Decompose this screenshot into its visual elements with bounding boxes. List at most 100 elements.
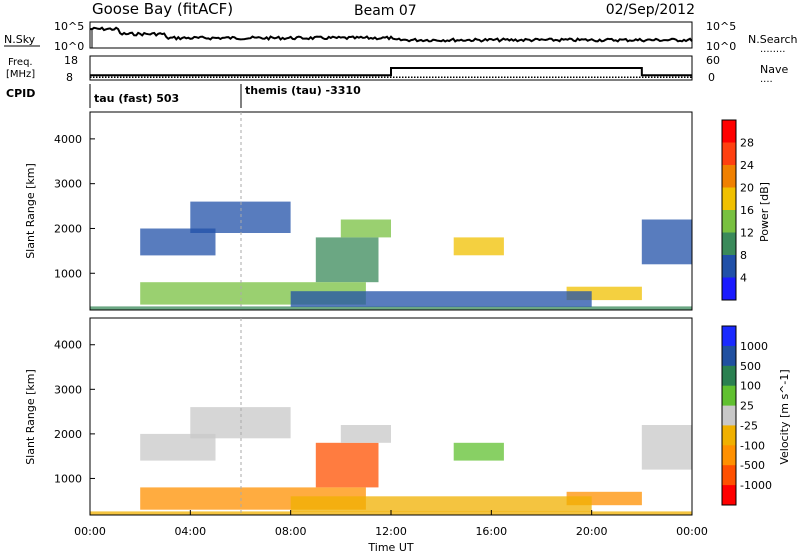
colorbar-tick-label: -100 bbox=[740, 439, 765, 452]
x-tick-label: 20:00 bbox=[576, 525, 608, 538]
colorbar-tick-label: -1000 bbox=[740, 479, 772, 492]
scatter-region bbox=[140, 433, 216, 461]
power-cells bbox=[90, 201, 692, 310]
colorbar-tick-label: 1000 bbox=[740, 340, 768, 353]
noise-left-tick-top: 10^5 bbox=[54, 20, 84, 33]
colorbar-swatch bbox=[722, 445, 736, 466]
colorbar-swatch bbox=[722, 385, 736, 407]
colorbar-swatch bbox=[722, 326, 736, 347]
x-tick-label: 12:00 bbox=[375, 525, 407, 538]
colorbar-tick-label: -25 bbox=[740, 419, 758, 432]
cpid-segment-2: themis (tau) -3310 bbox=[245, 84, 361, 97]
colorbar-swatch bbox=[722, 142, 736, 166]
scatter-region bbox=[641, 219, 692, 265]
y-tick-label: 2000 bbox=[54, 428, 82, 441]
colorbar-swatch bbox=[722, 425, 736, 446]
station-title: Goose Bay (fitACF) bbox=[92, 0, 233, 18]
scatter-region bbox=[315, 237, 379, 283]
colorbar-swatch bbox=[722, 120, 736, 143]
x-axis-label: Time UT bbox=[367, 541, 413, 554]
noise-panel: N.Sky 10^5 10^0 10^5 10^0 N.Search .....… bbox=[4, 20, 798, 55]
scatter-region bbox=[290, 291, 592, 307]
n-sky-label: N.Sky bbox=[4, 33, 36, 46]
colorbar-tick-label: 24 bbox=[740, 159, 754, 172]
x-tick-label: 00:00 bbox=[676, 525, 708, 538]
scatter-region bbox=[340, 425, 391, 443]
colorbar-tick-label: 500 bbox=[740, 360, 761, 373]
colorbar-tick-label: 100 bbox=[740, 380, 761, 393]
colorbar-tick-label: -500 bbox=[740, 459, 765, 472]
colorbar-tick-label: 28 bbox=[740, 137, 754, 150]
colorbar-swatch bbox=[722, 187, 736, 211]
power-colorbar: 4 8 12 16 20 24 28 bbox=[721, 119, 754, 301]
scatter-region bbox=[90, 306, 692, 310]
x-axis: 00:00 04:00 08:00 12:00 16:00 20:00 00:00 bbox=[74, 510, 708, 538]
x-tick-label: 04:00 bbox=[174, 525, 206, 538]
colorbar-swatch bbox=[722, 210, 736, 233]
x-tick-label: 16:00 bbox=[475, 525, 507, 538]
velocity-colorbar-label: Velocity [m s^-1] bbox=[778, 369, 791, 464]
velocity-cells bbox=[90, 407, 692, 515]
y-tick-label: 3000 bbox=[54, 178, 82, 191]
noise-left-tick-bottom: 10^0 bbox=[54, 40, 84, 53]
power-y-ticks: 1000 2000 3000 4000 bbox=[54, 133, 95, 280]
colorbar-swatch bbox=[722, 465, 736, 486]
y-tick-label: 4000 bbox=[54, 133, 82, 146]
colorbar-tick-label: 25 bbox=[740, 400, 754, 413]
x-tick-label: 08:00 bbox=[275, 525, 307, 538]
scatter-region bbox=[190, 407, 291, 439]
scatter-region bbox=[453, 237, 504, 256]
colorbar-tick-label: 16 bbox=[740, 204, 754, 217]
colorbar-swatch bbox=[722, 165, 736, 188]
colorbar-tick-label: 8 bbox=[740, 249, 747, 262]
x-tick-label: 00:00 bbox=[74, 525, 106, 538]
date-title: 02/Sep/2012 bbox=[606, 2, 695, 18]
colorbar-tick-label: 20 bbox=[740, 182, 754, 195]
freq-panel: Freq. [MHz] 18 8 60 0 Nave .... CPID bbox=[6, 54, 788, 100]
colorbar-swatch bbox=[722, 345, 736, 367]
cpid-segment-1: tau (fast) 503 bbox=[94, 92, 179, 105]
noise-right-tick-bottom: 10^0 bbox=[706, 40, 736, 53]
cpid-strip: tau (fast) 503 themis (tau) -3310 bbox=[89, 84, 361, 108]
nave-trace bbox=[90, 67, 692, 77]
nave-label: Nave bbox=[760, 63, 788, 76]
y-tick-label: 4000 bbox=[54, 339, 82, 352]
n-search-dots: ........ bbox=[760, 44, 785, 55]
scatter-region bbox=[453, 442, 504, 461]
cpid-label: CPID bbox=[6, 87, 35, 100]
power-ylabel: Slant Range [km] bbox=[24, 163, 37, 259]
velocity-colorbar: 1000 500 100 25 -25 -100 -500 -1000 bbox=[721, 325, 772, 506]
velocity-panel: 1000 2000 3000 4000 Slant Range [km] 1000 50… bbox=[24, 317, 791, 516]
colorbar-swatch bbox=[722, 485, 736, 506]
colorbar-swatch bbox=[722, 255, 736, 278]
scatter-region bbox=[641, 425, 692, 470]
colorbar-tick-label: 4 bbox=[740, 272, 747, 285]
y-tick-label: 1000 bbox=[54, 267, 82, 280]
noise-trace bbox=[89, 26, 693, 43]
scatter-region bbox=[190, 201, 291, 233]
freq-unit-label: [MHz] bbox=[6, 69, 35, 80]
freq-label: Freq. bbox=[8, 57, 33, 68]
colorbar-swatch bbox=[722, 232, 736, 256]
velocity-ylabel: Slant Range [km] bbox=[24, 369, 37, 465]
scatter-region bbox=[340, 219, 391, 238]
scatter-region bbox=[290, 496, 592, 512]
scatter-region bbox=[315, 442, 379, 488]
power-panel: 1000 2000 3000 4000 Slant Range [km] 4 8 12 16… bbox=[24, 111, 771, 311]
colorbar-swatch bbox=[722, 365, 736, 387]
y-tick-label: 2000 bbox=[54, 223, 82, 236]
nave-right-tick-bottom: 0 bbox=[708, 71, 715, 84]
freq-left-tick-bottom: 8 bbox=[66, 71, 73, 84]
beam-title: Beam 07 bbox=[354, 3, 417, 19]
y-tick-label: 1000 bbox=[54, 473, 82, 486]
nave-right-tick-top: 60 bbox=[706, 54, 720, 67]
y-tick-label: 3000 bbox=[54, 383, 82, 396]
colorbar-swatch bbox=[722, 405, 736, 426]
velocity-y-ticks: 1000 2000 3000 4000 bbox=[54, 339, 95, 486]
n-search-label: N.Search bbox=[748, 33, 798, 46]
colorbar-swatch bbox=[722, 277, 736, 301]
noise-right-tick-top: 10^5 bbox=[706, 20, 736, 33]
freq-left-tick-top: 18 bbox=[64, 54, 78, 67]
colorbar-tick-label: 12 bbox=[740, 227, 754, 240]
